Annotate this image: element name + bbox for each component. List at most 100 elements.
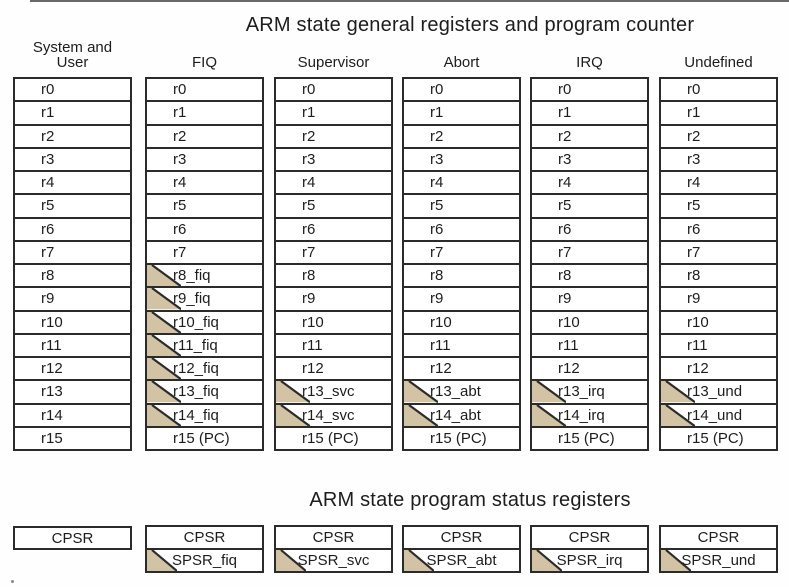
- register-label: r12_fiq: [173, 360, 219, 378]
- register-cell-r5: r5: [15, 193, 130, 217]
- status-cell-cpsr: CPSR: [661, 527, 776, 548]
- register-cell-r5: r5: [276, 193, 391, 217]
- register-label: r5: [173, 197, 187, 215]
- register-cell-r8-fiq: r8_fiq: [147, 263, 262, 287]
- register-label: r1: [687, 104, 701, 122]
- register-cell-r7: r7: [147, 239, 262, 263]
- register-label: r5: [558, 197, 572, 215]
- register-label: r12: [558, 360, 580, 378]
- column-header-supervisor: Supervisor: [297, 54, 370, 71]
- register-label: r0: [430, 81, 444, 99]
- register-cell-r9-fiq: r9_fiq: [147, 286, 262, 310]
- register-cell-r8: r8: [276, 263, 391, 287]
- register-label: r13_und: [687, 383, 743, 401]
- register-label: r5: [430, 197, 444, 215]
- register-label: CPSR: [312, 529, 355, 546]
- status-box-system-and-user: CPSR: [13, 526, 132, 550]
- register-label: r15: [41, 429, 63, 447]
- banked-register-icon: [147, 404, 181, 426]
- register-label: r8: [302, 267, 316, 285]
- banked-register-icon: [661, 381, 695, 403]
- register-cell-r3: r3: [404, 146, 519, 170]
- register-label: r9: [558, 290, 572, 308]
- register-label: r11: [558, 336, 579, 354]
- status-cell-spsr-und: SPSR_und: [661, 548, 776, 571]
- register-cell-r0: r0: [147, 79, 262, 101]
- register-cell-r9: r9: [661, 286, 776, 310]
- register-column-system-and-user: r0 r1 r2 r3 r4 r5 r6 r7 r8 r9 r10 r11 r12 r13 r14 r15: [13, 77, 132, 451]
- register-label: r6: [558, 220, 572, 238]
- register-column-fiq: r0 r1 r2 r3 r4 r5 r6 r7 r8_fiq r9_fiq r10_fiq r11_f…: [145, 77, 264, 451]
- banked-register-icon: [661, 550, 691, 571]
- register-label: CPSR: [440, 529, 483, 546]
- register-label: r2: [687, 127, 701, 145]
- register-cell-r6: r6: [15, 216, 130, 240]
- register-label: r2: [302, 127, 316, 145]
- register-label: r11: [41, 336, 62, 354]
- register-cell-r7: r7: [15, 239, 130, 263]
- banked-register-icon: [147, 550, 177, 571]
- register-cell-r2: r2: [147, 123, 262, 147]
- register-cell-r0: r0: [661, 79, 776, 101]
- top-edge-artifact-line: [30, 0, 789, 2]
- register-cell-r1: r1: [147, 100, 262, 124]
- register-cell-r15-pc: r15 (PC): [404, 425, 519, 449]
- banked-register-icon: [147, 265, 181, 287]
- register-label: SPSR_und: [681, 552, 756, 569]
- register-label: r3: [173, 150, 187, 168]
- register-cell-r13-irq: r13_irq: [532, 379, 647, 403]
- register-label: r2: [173, 127, 187, 145]
- register-label: r12: [41, 360, 63, 378]
- register-cell-r5: r5: [147, 193, 262, 217]
- register-cell-r10: r10: [276, 309, 391, 333]
- register-cell-r2: r2: [276, 123, 391, 147]
- register-label: r7: [41, 243, 55, 261]
- register-label: r3: [430, 150, 444, 168]
- register-label: r14_und: [687, 406, 743, 424]
- register-label: r8: [430, 267, 444, 285]
- register-cell-r5: r5: [661, 193, 776, 217]
- register-cell-r11-fiq: r11_fiq: [147, 332, 262, 356]
- register-label: r11: [687, 336, 708, 354]
- register-cell-r8: r8: [404, 263, 519, 287]
- register-cell-r14-svc: r14_svc: [276, 402, 391, 426]
- register-cell-r15-pc: r15 (PC): [276, 425, 391, 449]
- register-cell-r9: r9: [404, 286, 519, 310]
- register-cell-r6: r6: [532, 216, 647, 240]
- register-label: r7: [430, 243, 444, 261]
- register-cell-r6: r6: [661, 216, 776, 240]
- register-label: r9_fiq: [173, 290, 211, 308]
- register-column-undefined: r0 r1 r2 r3 r4 r5 r6 r7 r8 r9 r10 r11 r12 r13_und r14_…: [659, 77, 778, 451]
- register-label: r10: [558, 313, 580, 331]
- register-cell-r14-irq: r14_irq: [532, 402, 647, 426]
- register-cell-r7: r7: [532, 239, 647, 263]
- register-cell-r3: r3: [276, 146, 391, 170]
- register-cell-r12: r12: [15, 356, 130, 380]
- register-cell-r15-pc: r15 (PC): [147, 425, 262, 449]
- register-label: r10: [41, 313, 63, 331]
- register-label: r7: [302, 243, 316, 261]
- register-cell-r13-und: r13_und: [661, 379, 776, 403]
- register-label: r14_abt: [430, 406, 481, 424]
- register-label: r15 (PC): [687, 429, 744, 447]
- register-label: SPSR_irq: [556, 552, 623, 569]
- register-cell-r7: r7: [276, 239, 391, 263]
- register-label: r13: [41, 383, 63, 401]
- general-registers-title: ARM state general registers and program …: [245, 14, 695, 36]
- register-cell-r9: r9: [276, 286, 391, 310]
- register-label: r4: [173, 174, 187, 192]
- register-cell-r4: r4: [532, 170, 647, 194]
- register-cell-r15-pc: r15 (PC): [532, 425, 647, 449]
- register-cell-r2: r2: [15, 123, 130, 147]
- register-label: r4: [302, 174, 316, 192]
- banked-register-icon: [661, 404, 695, 426]
- column-header-abort: Abort: [443, 54, 480, 71]
- column-header-system-and-user: System and User: [32, 39, 113, 71]
- register-cell-r3: r3: [532, 146, 647, 170]
- banked-register-icon: [276, 381, 310, 403]
- banked-register-icon: [404, 381, 438, 403]
- register-label: r13_svc: [302, 383, 355, 401]
- register-label: r0: [302, 81, 316, 99]
- register-label: r10: [302, 313, 324, 331]
- register-label: r3: [687, 150, 701, 168]
